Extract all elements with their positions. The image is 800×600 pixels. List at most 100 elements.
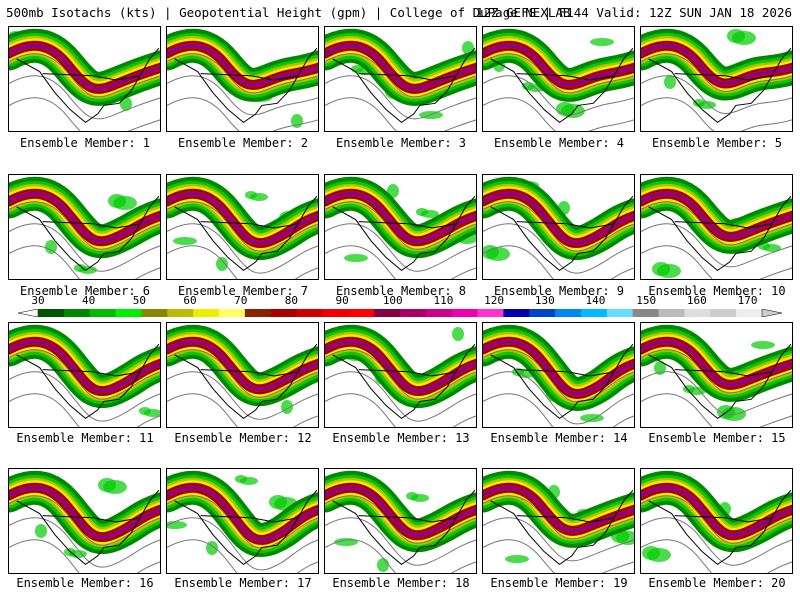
wind-blob <box>377 558 389 572</box>
height-contour <box>167 223 318 274</box>
jet-stream-map <box>9 28 160 131</box>
wind-blob <box>144 409 160 417</box>
height-contour <box>325 393 476 427</box>
isotach-band <box>483 340 634 396</box>
country-border <box>674 515 773 523</box>
wind-blob <box>411 494 429 502</box>
colorbar-swatch <box>710 309 737 317</box>
height-contour <box>641 539 792 573</box>
wind-blob <box>344 254 368 262</box>
height-contour <box>641 517 792 566</box>
jet-stream-map <box>325 176 476 279</box>
height-contour <box>483 97 634 131</box>
colorbar-left-arrow <box>18 309 39 317</box>
height-contour <box>9 371 160 422</box>
colorbar-swatch <box>89 309 117 317</box>
wind-blob <box>120 97 132 111</box>
coastline <box>174 489 318 566</box>
height-contour <box>167 201 318 252</box>
jet-stream-map <box>167 176 318 279</box>
ensemble-member-label: Ensemble Member: 3 <box>335 136 467 150</box>
colorbar-tick-label: 30 <box>31 294 45 307</box>
wind-blob <box>763 244 781 252</box>
colorbar-swatch <box>477 309 504 317</box>
ensemble-map-panel <box>8 322 161 428</box>
ensemble-member-label: Ensemble Member: 1 <box>19 136 151 150</box>
ensemble-map-panel <box>166 468 319 574</box>
map-title: 500mb Isotachs (kts) | Geopotential Heig… <box>6 5 571 20</box>
jet-stream-map <box>641 28 792 131</box>
height-contour <box>9 349 160 400</box>
wind-blob <box>486 247 510 261</box>
wind-blob <box>103 480 127 494</box>
isotach-band <box>167 192 318 245</box>
wind-blob <box>216 257 228 271</box>
isotach-band <box>325 192 476 243</box>
height-contour <box>167 245 318 279</box>
wind-blob <box>421 210 439 218</box>
ensemble-map-panel <box>166 322 319 428</box>
ensemble-map-panel <box>482 26 635 132</box>
colorbar-swatch <box>632 309 660 317</box>
isotach-band <box>641 44 792 85</box>
model-valid-time: 12Z GEFS | F144 Valid: 12Z SUN JAN 18 20… <box>475 5 792 20</box>
coastline <box>16 47 160 124</box>
coastline <box>490 343 634 420</box>
coastline <box>490 489 634 566</box>
country-border <box>42 515 141 523</box>
ensemble-member-label: Ensemble Member: 4 <box>493 136 625 150</box>
coastline <box>648 489 792 566</box>
ensemble-member-label: Ensemble Member: 9 <box>493 284 625 298</box>
country-border <box>42 73 141 81</box>
ensemble-member-label: Ensemble Member: 14 <box>490 431 628 445</box>
country-border <box>516 515 615 523</box>
jet-stream-map <box>167 28 318 131</box>
ensemble-member-label: Ensemble Member: 18 <box>332 576 470 590</box>
coastline <box>490 195 634 272</box>
height-contour <box>641 75 792 114</box>
wind-blob <box>69 550 87 558</box>
colorbar-swatch <box>193 309 220 317</box>
jet-stream-map <box>9 470 160 573</box>
colorbar-swatch <box>555 309 582 317</box>
ensemble-map-panel <box>640 322 793 428</box>
coastline <box>332 195 476 272</box>
country-border <box>358 73 457 81</box>
country-border <box>200 221 299 229</box>
height-contour <box>483 349 634 403</box>
colorbar-swatch <box>451 309 479 317</box>
height-contour <box>167 75 318 116</box>
height-contour <box>9 393 160 427</box>
colorbar-tick-label: 60 <box>183 294 197 307</box>
isotach-band <box>167 340 318 391</box>
colorbar-swatch <box>38 309 65 317</box>
colorbar-swatch <box>141 309 168 317</box>
height-contour <box>9 201 160 250</box>
jet-stream-map <box>483 176 634 279</box>
isotach-band <box>167 486 318 542</box>
ensemble-member-label: Ensemble Member: 17 <box>174 576 312 590</box>
height-contour <box>9 97 160 131</box>
country-border <box>42 221 141 229</box>
isotach-band <box>9 486 160 539</box>
wind-blob <box>590 38 614 46</box>
coastline <box>174 195 318 272</box>
isotach-band <box>483 192 634 245</box>
country-border <box>516 221 615 229</box>
wind-blob <box>647 548 671 562</box>
colorbar-swatch <box>425 309 453 317</box>
country-border <box>200 73 299 81</box>
colorbar-right-arrow <box>761 309 782 317</box>
jet-stream-map <box>9 324 160 427</box>
isotach-band <box>325 486 476 537</box>
height-contour <box>325 539 476 573</box>
height-contour <box>641 371 792 416</box>
wind-blob <box>452 327 464 341</box>
height-contour <box>325 97 476 131</box>
ensemble-member-label: Ensemble Member: 13 <box>332 431 470 445</box>
ensemble-member-label: Ensemble Member: 11 <box>16 431 154 445</box>
wind-blob <box>580 414 604 422</box>
country-border <box>358 369 457 377</box>
colorbar-swatch <box>296 309 323 317</box>
height-contour <box>9 223 160 272</box>
